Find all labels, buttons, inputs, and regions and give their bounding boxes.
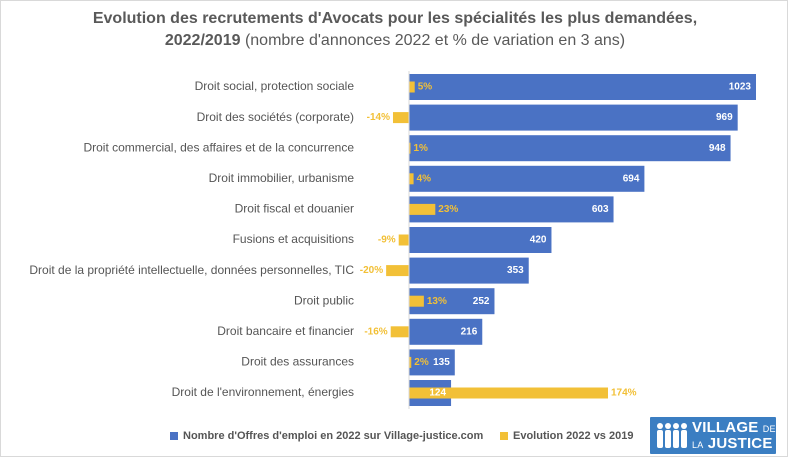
category-label: Droit des assurances xyxy=(241,355,354,369)
category-label: Droit commercial, des affaires et de la … xyxy=(83,140,354,154)
category-label: Droit de la propriété intellectuelle, do… xyxy=(29,263,354,277)
chart-title: Evolution des recrutements d'Avocats pou… xyxy=(0,8,790,52)
legend-item-evolution: Evolution 2022 vs 2019 xyxy=(500,430,633,442)
bar-evolution xyxy=(409,295,424,307)
bar-offers xyxy=(409,165,645,192)
evolution-value-label: -20% xyxy=(360,265,383,276)
offers-value-label: 1023 xyxy=(729,82,752,93)
evolution-value-label: 23% xyxy=(438,204,458,215)
evolution-value-label: 4% xyxy=(417,173,432,184)
evolution-value-label: 13% xyxy=(427,296,447,307)
offers-value-label: 353 xyxy=(507,265,524,276)
bar-evolution xyxy=(398,234,409,246)
category-label: Droit de l'environnement, énergies xyxy=(172,385,354,399)
bar-evolution xyxy=(392,112,409,124)
bar-evolution xyxy=(409,173,414,185)
evolution-value-label: 2% xyxy=(414,357,429,368)
legend-item-offers: Nombre d'Offres d'emploi en 2022 sur Vil… xyxy=(170,430,483,442)
evolution-value-label: -16% xyxy=(364,326,387,337)
offers-value-label: 603 xyxy=(592,204,609,215)
evolution-value-label: -9% xyxy=(378,235,396,246)
category-label: Droit fiscal et douanier xyxy=(235,202,354,216)
bar-evolution xyxy=(409,356,412,368)
bar-evolution xyxy=(409,387,608,399)
category-label: Droit immobilier, urbanisme xyxy=(209,171,355,185)
category-label: Droit social, protection sociale xyxy=(195,79,355,93)
category-label: Droit public xyxy=(294,293,354,307)
logo-line1: VILLAGE DE xyxy=(692,419,776,436)
bar-evolution xyxy=(409,203,436,215)
offers-value-label: 135 xyxy=(433,357,450,368)
offers-value-label: 216 xyxy=(461,326,478,337)
evolution-value-label: 1% xyxy=(414,143,429,154)
title-line1: Evolution des recrutements d'Avocats pou… xyxy=(92,10,698,27)
people-icon xyxy=(657,423,687,448)
bar-evolution xyxy=(390,326,409,338)
bar-offers xyxy=(409,135,731,162)
logo-line2: LA JUSTICE xyxy=(692,435,773,452)
bar-offers xyxy=(409,349,455,376)
offers-value-label: 694 xyxy=(623,173,640,184)
bar-offers xyxy=(409,196,614,223)
bar-offers xyxy=(409,227,552,253)
legend-label-offers: Nombre d'Offres d'emploi en 2022 sur Vil… xyxy=(183,430,484,442)
bar-offers xyxy=(409,318,483,345)
evolution-value-label: -14% xyxy=(367,112,390,123)
legend-swatch-evolution xyxy=(500,432,508,440)
bar-evolution xyxy=(409,142,411,154)
offers-value-label: 420 xyxy=(530,235,547,246)
village-justice-logo: VILLAGE DE LA JUSTICE xyxy=(650,417,776,454)
offers-value-label: 124 xyxy=(429,388,446,399)
bar-offers xyxy=(409,104,738,131)
category-label: Droit des sociétés (corporate) xyxy=(197,110,354,124)
title-line2: 2022/2019 xyxy=(164,32,241,49)
category-label: Droit bancaire et financier xyxy=(217,324,354,338)
bar-offers xyxy=(409,257,529,284)
legend: Nombre d'Offres d'emploi en 2022 sur Vil… xyxy=(0,430,790,446)
category-label: Fusions et acquisitions xyxy=(233,232,354,246)
bar-offers xyxy=(409,74,756,100)
offers-value-label: 252 xyxy=(473,296,490,307)
evolution-value-label: 174% xyxy=(611,388,637,399)
offers-value-label: 969 xyxy=(716,112,733,123)
bar-evolution xyxy=(409,81,415,93)
offers-value-label: 948 xyxy=(709,143,726,154)
evolution-value-label: 5% xyxy=(418,82,433,93)
legend-label-evolution: Evolution 2022 vs 2019 xyxy=(513,430,634,442)
title-subtitle: (nombre d'annonces 2022 et % de variatio… xyxy=(240,32,626,49)
bar-evolution xyxy=(386,265,409,277)
legend-swatch-offers xyxy=(170,432,178,440)
